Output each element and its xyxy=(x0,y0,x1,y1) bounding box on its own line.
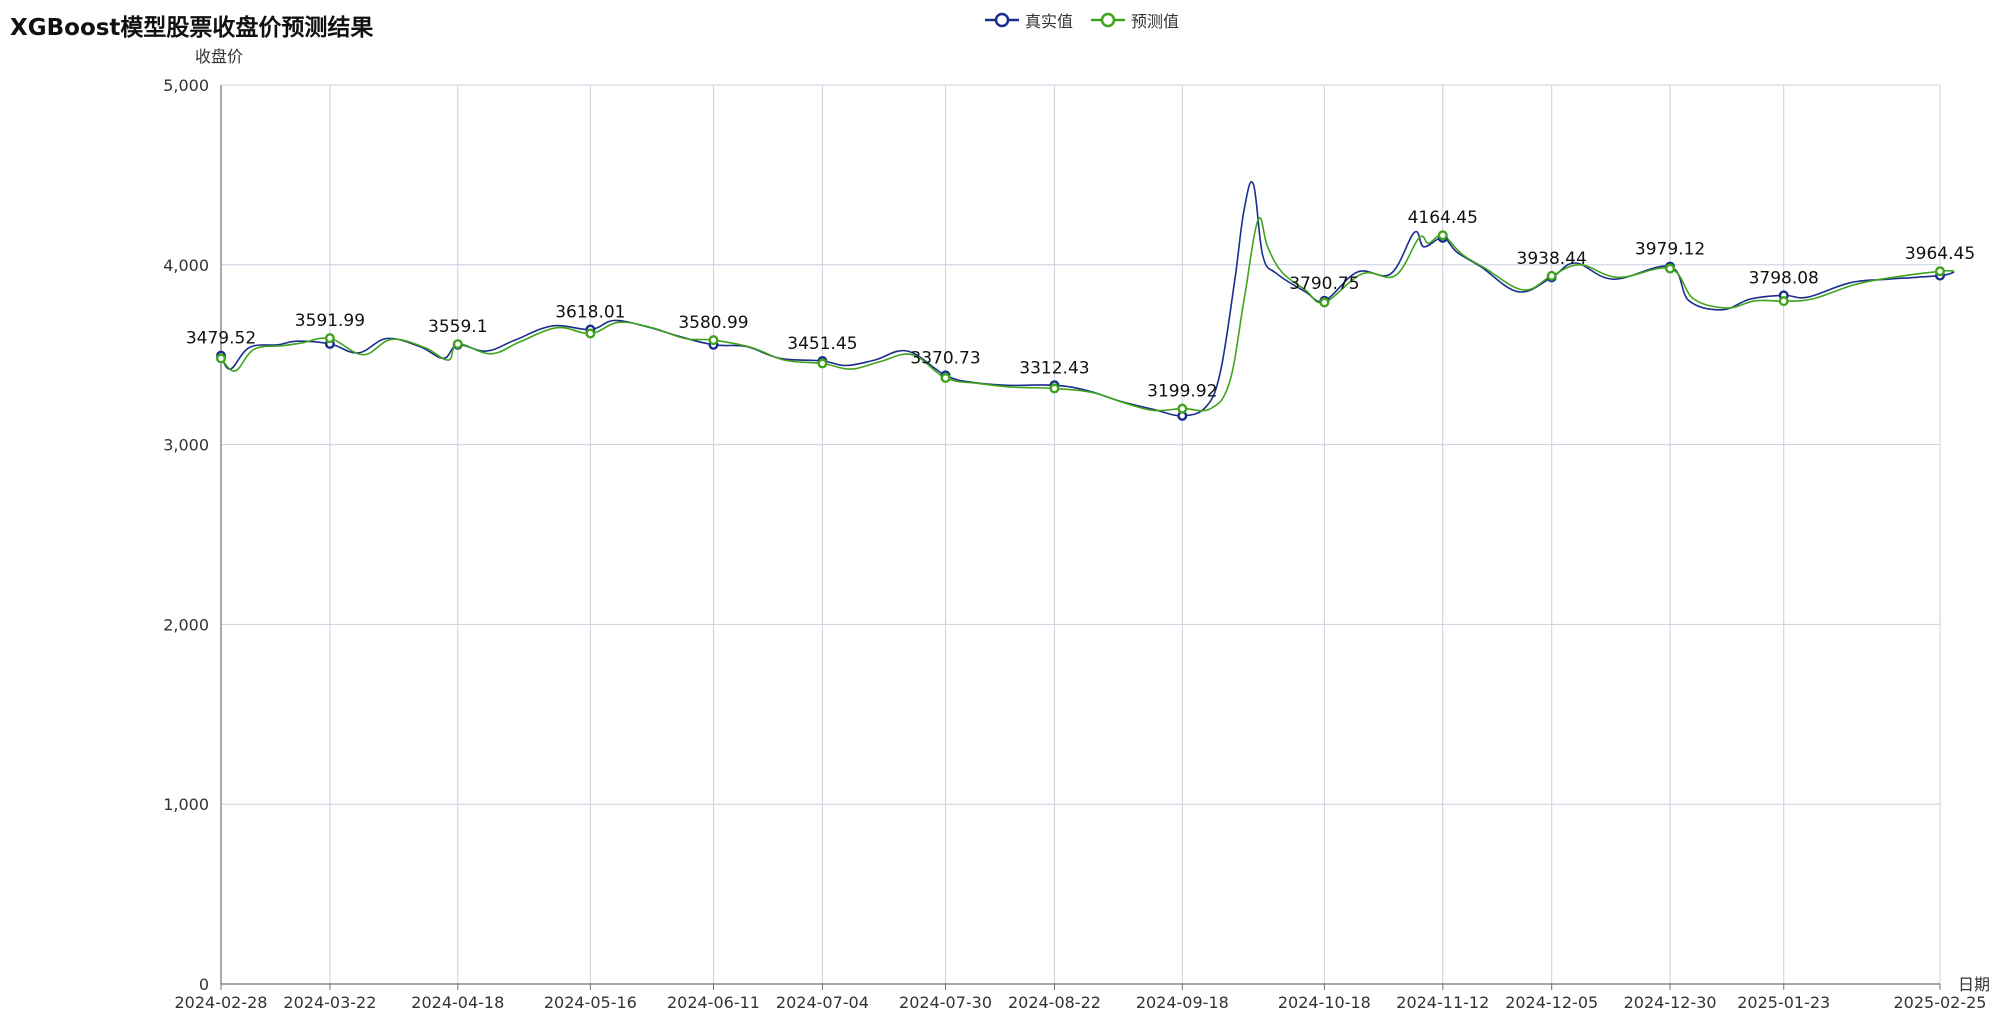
point-marker-predicted[interactable] xyxy=(940,372,951,383)
point-marker-predicted[interactable] xyxy=(1049,383,1060,394)
point-labels: 3479.52 3591.99 3559.1 3618.01 3580.99 3451.4… xyxy=(186,208,1975,401)
point-marker-predicted[interactable] xyxy=(452,339,463,350)
x-tick-label: 2024-12-30 xyxy=(1624,993,1717,1012)
x-tick-label: 2024-07-30 xyxy=(899,993,992,1012)
x-tick-label: 2024-09-18 xyxy=(1136,993,1229,1012)
x-tick-label: 2025-01-23 xyxy=(1737,993,1830,1012)
legend-swatch-predicted xyxy=(1091,12,1126,28)
point-marker-predicted[interactable] xyxy=(1665,263,1676,274)
legend-item-predicted[interactable]: 预测值 xyxy=(1091,8,1179,32)
x-axis-label: 日期 xyxy=(1958,975,1990,994)
data-label: 3618.01 xyxy=(555,303,625,323)
data-label: 3199.92 xyxy=(1147,382,1217,402)
legend-label-actual: 真实值 xyxy=(1025,12,1074,31)
data-label: 3798.08 xyxy=(1749,268,1819,288)
legend-label-predicted: 预测值 xyxy=(1131,12,1180,31)
data-label: 3370.73 xyxy=(910,348,980,368)
y-tick-label: 4,000 xyxy=(163,256,209,275)
point-marker-predicted[interactable] xyxy=(1546,270,1557,281)
x-tick-label: 2024-03-22 xyxy=(283,993,376,1012)
data-label: 3580.99 xyxy=(678,313,748,333)
y-tick-label: 1,000 xyxy=(163,795,209,814)
data-label: 3591.99 xyxy=(295,311,365,331)
x-tick-label: 2024-02-28 xyxy=(175,993,268,1012)
x-tick-label: 2025-02-25 xyxy=(1894,993,1987,1012)
point-marker-predicted[interactable] xyxy=(1778,296,1789,307)
x-tick-label: 2024-07-04 xyxy=(776,993,869,1012)
legend-swatch-actual xyxy=(985,12,1019,28)
point-marker-predicted[interactable] xyxy=(1934,266,1945,277)
y-tick-label: 5,000 xyxy=(163,76,209,95)
data-label: 4164.45 xyxy=(1408,208,1478,228)
x-tick-label: 2024-11-12 xyxy=(1396,993,1489,1012)
y-tick-label: 3,000 xyxy=(163,436,209,455)
data-label: 3964.45 xyxy=(1905,244,1975,264)
point-marker-predicted[interactable] xyxy=(324,333,335,344)
x-tick-label: 2024-06-11 xyxy=(667,993,760,1012)
data-label: 3451.45 xyxy=(787,334,857,354)
data-label: 3979.12 xyxy=(1635,240,1705,260)
point-marker-predicted[interactable] xyxy=(817,358,828,369)
series-lines xyxy=(220,181,1955,417)
x-tick-label: 2024-10-18 xyxy=(1278,993,1371,1012)
point-marker-predicted[interactable] xyxy=(1177,403,1188,414)
point-marker-predicted[interactable] xyxy=(215,353,226,364)
data-label: 3479.52 xyxy=(186,329,256,349)
point-marker-predicted[interactable] xyxy=(708,335,719,346)
point-markers xyxy=(215,230,1945,421)
grid xyxy=(220,84,1941,985)
legend-item-actual[interactable]: 真实值 xyxy=(985,8,1073,32)
legend: 真实值 预测值 xyxy=(985,8,1179,32)
point-marker-predicted[interactable] xyxy=(585,328,596,339)
x-tick-label: 2024-04-18 xyxy=(411,993,504,1012)
chart-title: XGBoost模型股票收盘价预测结果 xyxy=(10,15,374,41)
axes: 0 1,000 2,000 3,000 4,000 5,000 2024-02-28 2024… xyxy=(163,76,1986,1012)
y-axis-label: 收盘价 xyxy=(195,47,243,66)
y-tick-label: 0 xyxy=(199,975,209,994)
x-tick-label: 2024-05-16 xyxy=(544,993,637,1012)
x-tick-label: 2024-12-05 xyxy=(1505,993,1598,1012)
point-marker-predicted[interactable] xyxy=(1437,230,1448,241)
data-label: 3938.44 xyxy=(1517,249,1587,269)
y-tick-label: 2,000 xyxy=(163,615,209,634)
data-label: 3559.1 xyxy=(428,317,487,337)
point-marker-predicted[interactable] xyxy=(1319,297,1330,308)
data-label: 3790.75 xyxy=(1289,274,1359,294)
data-label: 3312.43 xyxy=(1019,358,1089,378)
x-tick-label: 2024-08-22 xyxy=(1008,993,1101,1012)
